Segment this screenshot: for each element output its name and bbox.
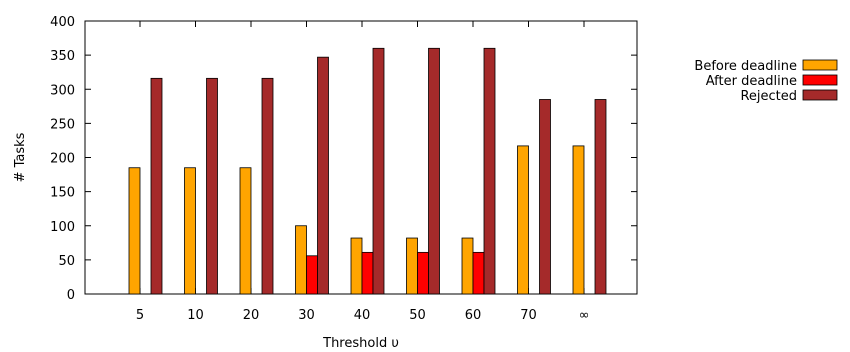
y-tick-label: 150	[50, 186, 75, 201]
x-tick-label: 70	[520, 308, 537, 323]
y-tick-label: 400	[50, 15, 75, 30]
legend-swatch	[802, 74, 838, 86]
y-tick-label: 200	[50, 152, 75, 167]
bar-rejected	[150, 77, 163, 295]
x-axis-label: Threshold υ	[322, 336, 399, 351]
bar-before-deadline	[239, 167, 252, 295]
bars	[128, 47, 607, 295]
bar-rejected	[539, 99, 551, 295]
y-axis: 0 50 100 150 200 250 300 350 400	[50, 15, 637, 303]
y-tick-label: 300	[50, 83, 75, 98]
bar-before-deadline	[517, 145, 529, 295]
bar-before-deadline	[128, 167, 141, 295]
bar-rejected	[594, 99, 607, 295]
x-tick-label: 30	[298, 308, 315, 323]
legend-label: Before deadline	[694, 59, 797, 74]
bar-before-deadline	[295, 225, 307, 295]
bar-before-deadline	[350, 237, 363, 295]
bar-before-deadline	[461, 237, 474, 295]
x-tick-label: 60	[465, 308, 482, 323]
y-tick-label: 250	[50, 117, 75, 132]
y-tick-label: 50	[58, 254, 75, 269]
bar-rejected	[317, 56, 329, 295]
x-tick-label: 50	[409, 308, 426, 323]
legend-swatch	[802, 89, 838, 101]
y-axis-label: # Tasks	[13, 132, 28, 182]
x-tick-label: ∞	[579, 308, 590, 323]
x-tick-label: 40	[354, 308, 371, 323]
bar-before-deadline	[184, 167, 196, 295]
bar-before-deadline	[406, 237, 418, 295]
bar-after-deadline	[472, 251, 485, 295]
x-axis: 5 10 20 30 40 50 60 70 ∞	[136, 21, 590, 323]
bar-after-deadline	[417, 251, 429, 295]
legend-label: After deadline	[706, 74, 797, 89]
bar-after-deadline	[306, 255, 318, 295]
bar-after-deadline	[361, 251, 374, 295]
bar-rejected	[206, 77, 218, 295]
bar-rejected	[483, 47, 496, 295]
bar-rejected	[261, 77, 274, 295]
y-tick-label: 0	[67, 288, 75, 303]
bar-rejected	[372, 47, 385, 295]
x-tick-label: 10	[187, 308, 204, 323]
legend-label: Rejected	[740, 89, 797, 104]
x-tick-label: 20	[243, 308, 260, 323]
legend-swatch	[802, 59, 838, 71]
bar-before-deadline	[572, 145, 585, 295]
bar-rejected	[428, 47, 440, 295]
x-tick-label: 5	[136, 308, 144, 323]
y-tick-label: 350	[50, 49, 75, 64]
y-tick-label: 100	[50, 220, 75, 235]
